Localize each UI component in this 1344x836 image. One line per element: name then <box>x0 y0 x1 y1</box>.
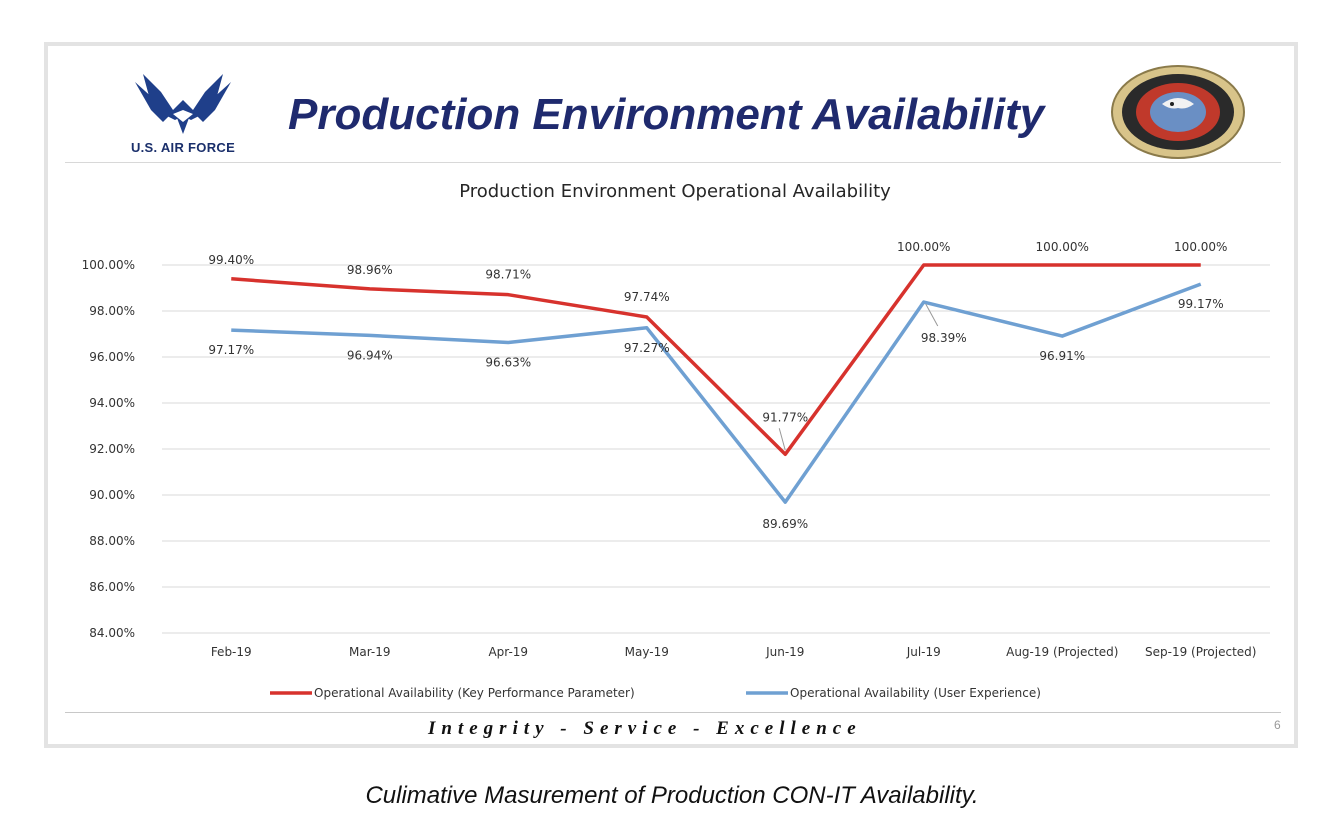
y-tick-label: 100.00% <box>82 258 135 272</box>
y-tick-label: 84.00% <box>89 626 135 640</box>
chart-title: Production Environment Operational Avail… <box>459 181 891 202</box>
ux-leader-line <box>925 303 939 327</box>
x-tick-label: Feb-19 <box>211 645 252 659</box>
x-tick-label: May-19 <box>625 645 669 659</box>
ux-data-label: 89.69% <box>762 517 808 531</box>
figure-caption: Culimative Masurement of Production CON-… <box>365 782 979 809</box>
ux-data-label: 96.63% <box>485 356 531 370</box>
air-force-logo: U.S. AIR FORCE <box>108 70 258 160</box>
slide: U.S. AIR FORCE Production Environment Av… <box>44 42 1298 748</box>
ux-data-label: 99.17% <box>1178 297 1224 311</box>
kpp-leader-line <box>778 428 786 451</box>
legend-ux-label: Operational Availability (User Experienc… <box>790 686 1041 700</box>
kpp-data-label: 100.00% <box>1174 240 1227 254</box>
x-tick-label: Jul-19 <box>906 645 941 659</box>
air-force-wordmark: U.S. AIR FORCE <box>130 140 236 155</box>
legend-kpp-label: Operational Availability (Key Performanc… <box>314 686 635 700</box>
kpp-data-label: 99.40% <box>208 253 254 267</box>
kpp-data-label: 98.71% <box>485 268 531 282</box>
kpp-data-label: 97.74% <box>624 290 670 304</box>
x-tick-label: Jun-19 <box>765 645 804 659</box>
kpp-data-label: 100.00% <box>1036 240 1089 254</box>
y-tick-label: 86.00% <box>89 580 135 594</box>
kpp-data-label: 100.00% <box>897 240 950 254</box>
x-tick-label: Mar-19 <box>349 645 390 659</box>
y-tick-label: 92.00% <box>89 442 135 456</box>
ux-data-label: 96.91% <box>1039 349 1085 363</box>
x-tick-label: Sep-19 (Projected) <box>1145 645 1256 659</box>
ux-data-label: 98.39% <box>921 331 967 345</box>
kpp-data-label: 91.77% <box>762 410 808 424</box>
y-tick-label: 90.00% <box>89 488 135 502</box>
ux-data-label: 97.17% <box>208 343 254 357</box>
kpp-series-line <box>231 263 1201 457</box>
lifecycle-management-seal <box>1110 64 1246 160</box>
ux-series-line <box>231 282 1202 504</box>
ux-data-label: 96.94% <box>347 348 393 362</box>
y-tick-label: 94.00% <box>89 396 135 410</box>
footer-divider <box>65 712 1281 713</box>
y-tick-label: 88.00% <box>89 534 135 548</box>
page-number: 6 <box>1274 718 1281 732</box>
seal-emblem-icon <box>1111 65 1245 159</box>
x-tick-label: Aug-19 (Projected) <box>1006 645 1118 659</box>
y-tick-label: 98.00% <box>89 304 135 318</box>
line-chart: 84.00% 86.00% 88.00% 90.00% 92.00% 94.00% 96.0… <box>82 240 1270 700</box>
ux-data-label: 97.27% <box>624 341 670 355</box>
y-tick-label: 96.00% <box>89 350 135 364</box>
chart-area <box>65 162 1281 713</box>
x-tick-label: Apr-19 <box>488 645 528 659</box>
slide-title: Production Environment Availability <box>288 90 1045 139</box>
kpp-data-label: 98.96% <box>347 263 393 277</box>
footer-motto: Integrity - Service - Excellence <box>428 718 862 739</box>
air-force-wings-icon <box>135 74 231 134</box>
